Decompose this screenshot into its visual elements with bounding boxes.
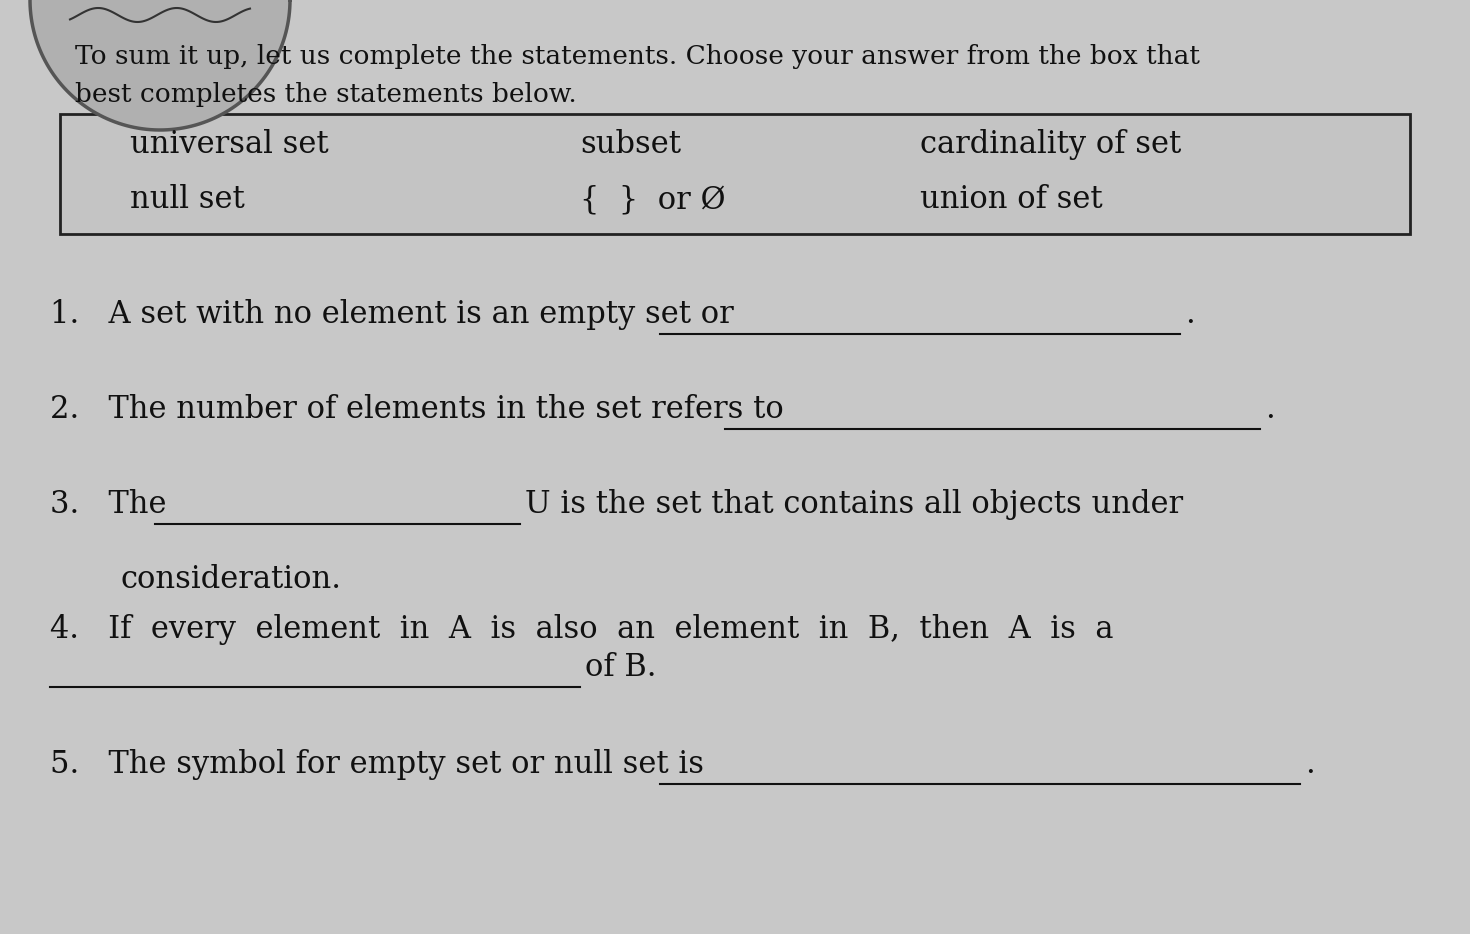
- Text: best completes the statements below.: best completes the statements below.: [75, 82, 576, 107]
- Text: of B.: of B.: [585, 652, 657, 683]
- Text: .: .: [1305, 749, 1314, 780]
- Text: 2.   The number of elements in the set refers to: 2. The number of elements in the set ref…: [50, 394, 784, 425]
- Text: union of set: union of set: [920, 184, 1102, 215]
- Text: consideration.: consideration.: [121, 564, 341, 595]
- Text: 1.   A set with no element is an empty set or: 1. A set with no element is an empty set…: [50, 299, 734, 330]
- Text: 3.   The: 3. The: [50, 489, 166, 520]
- Text: U is the set that contains all objects under: U is the set that contains all objects u…: [525, 489, 1183, 520]
- Text: cardinality of set: cardinality of set: [920, 129, 1182, 160]
- Circle shape: [29, 0, 290, 130]
- Text: To sum it up, let us complete the statements. Choose your answer from the box th: To sum it up, let us complete the statem…: [75, 44, 1200, 69]
- Text: .: .: [1266, 394, 1274, 425]
- Text: subset: subset: [581, 129, 681, 160]
- Text: universal set: universal set: [129, 129, 329, 160]
- Text: {  }  or Ø: { } or Ø: [581, 184, 726, 215]
- Text: 4.   If  every  element  in  A  is  also  an  element  in  B,  then  A  is  a: 4. If every element in A is also an elem…: [50, 614, 1113, 645]
- Text: null set: null set: [129, 184, 244, 215]
- Text: 5.   The symbol for empty set or null set is: 5. The symbol for empty set or null set …: [50, 749, 704, 780]
- Text: .: .: [1185, 299, 1195, 330]
- FancyBboxPatch shape: [60, 114, 1410, 234]
